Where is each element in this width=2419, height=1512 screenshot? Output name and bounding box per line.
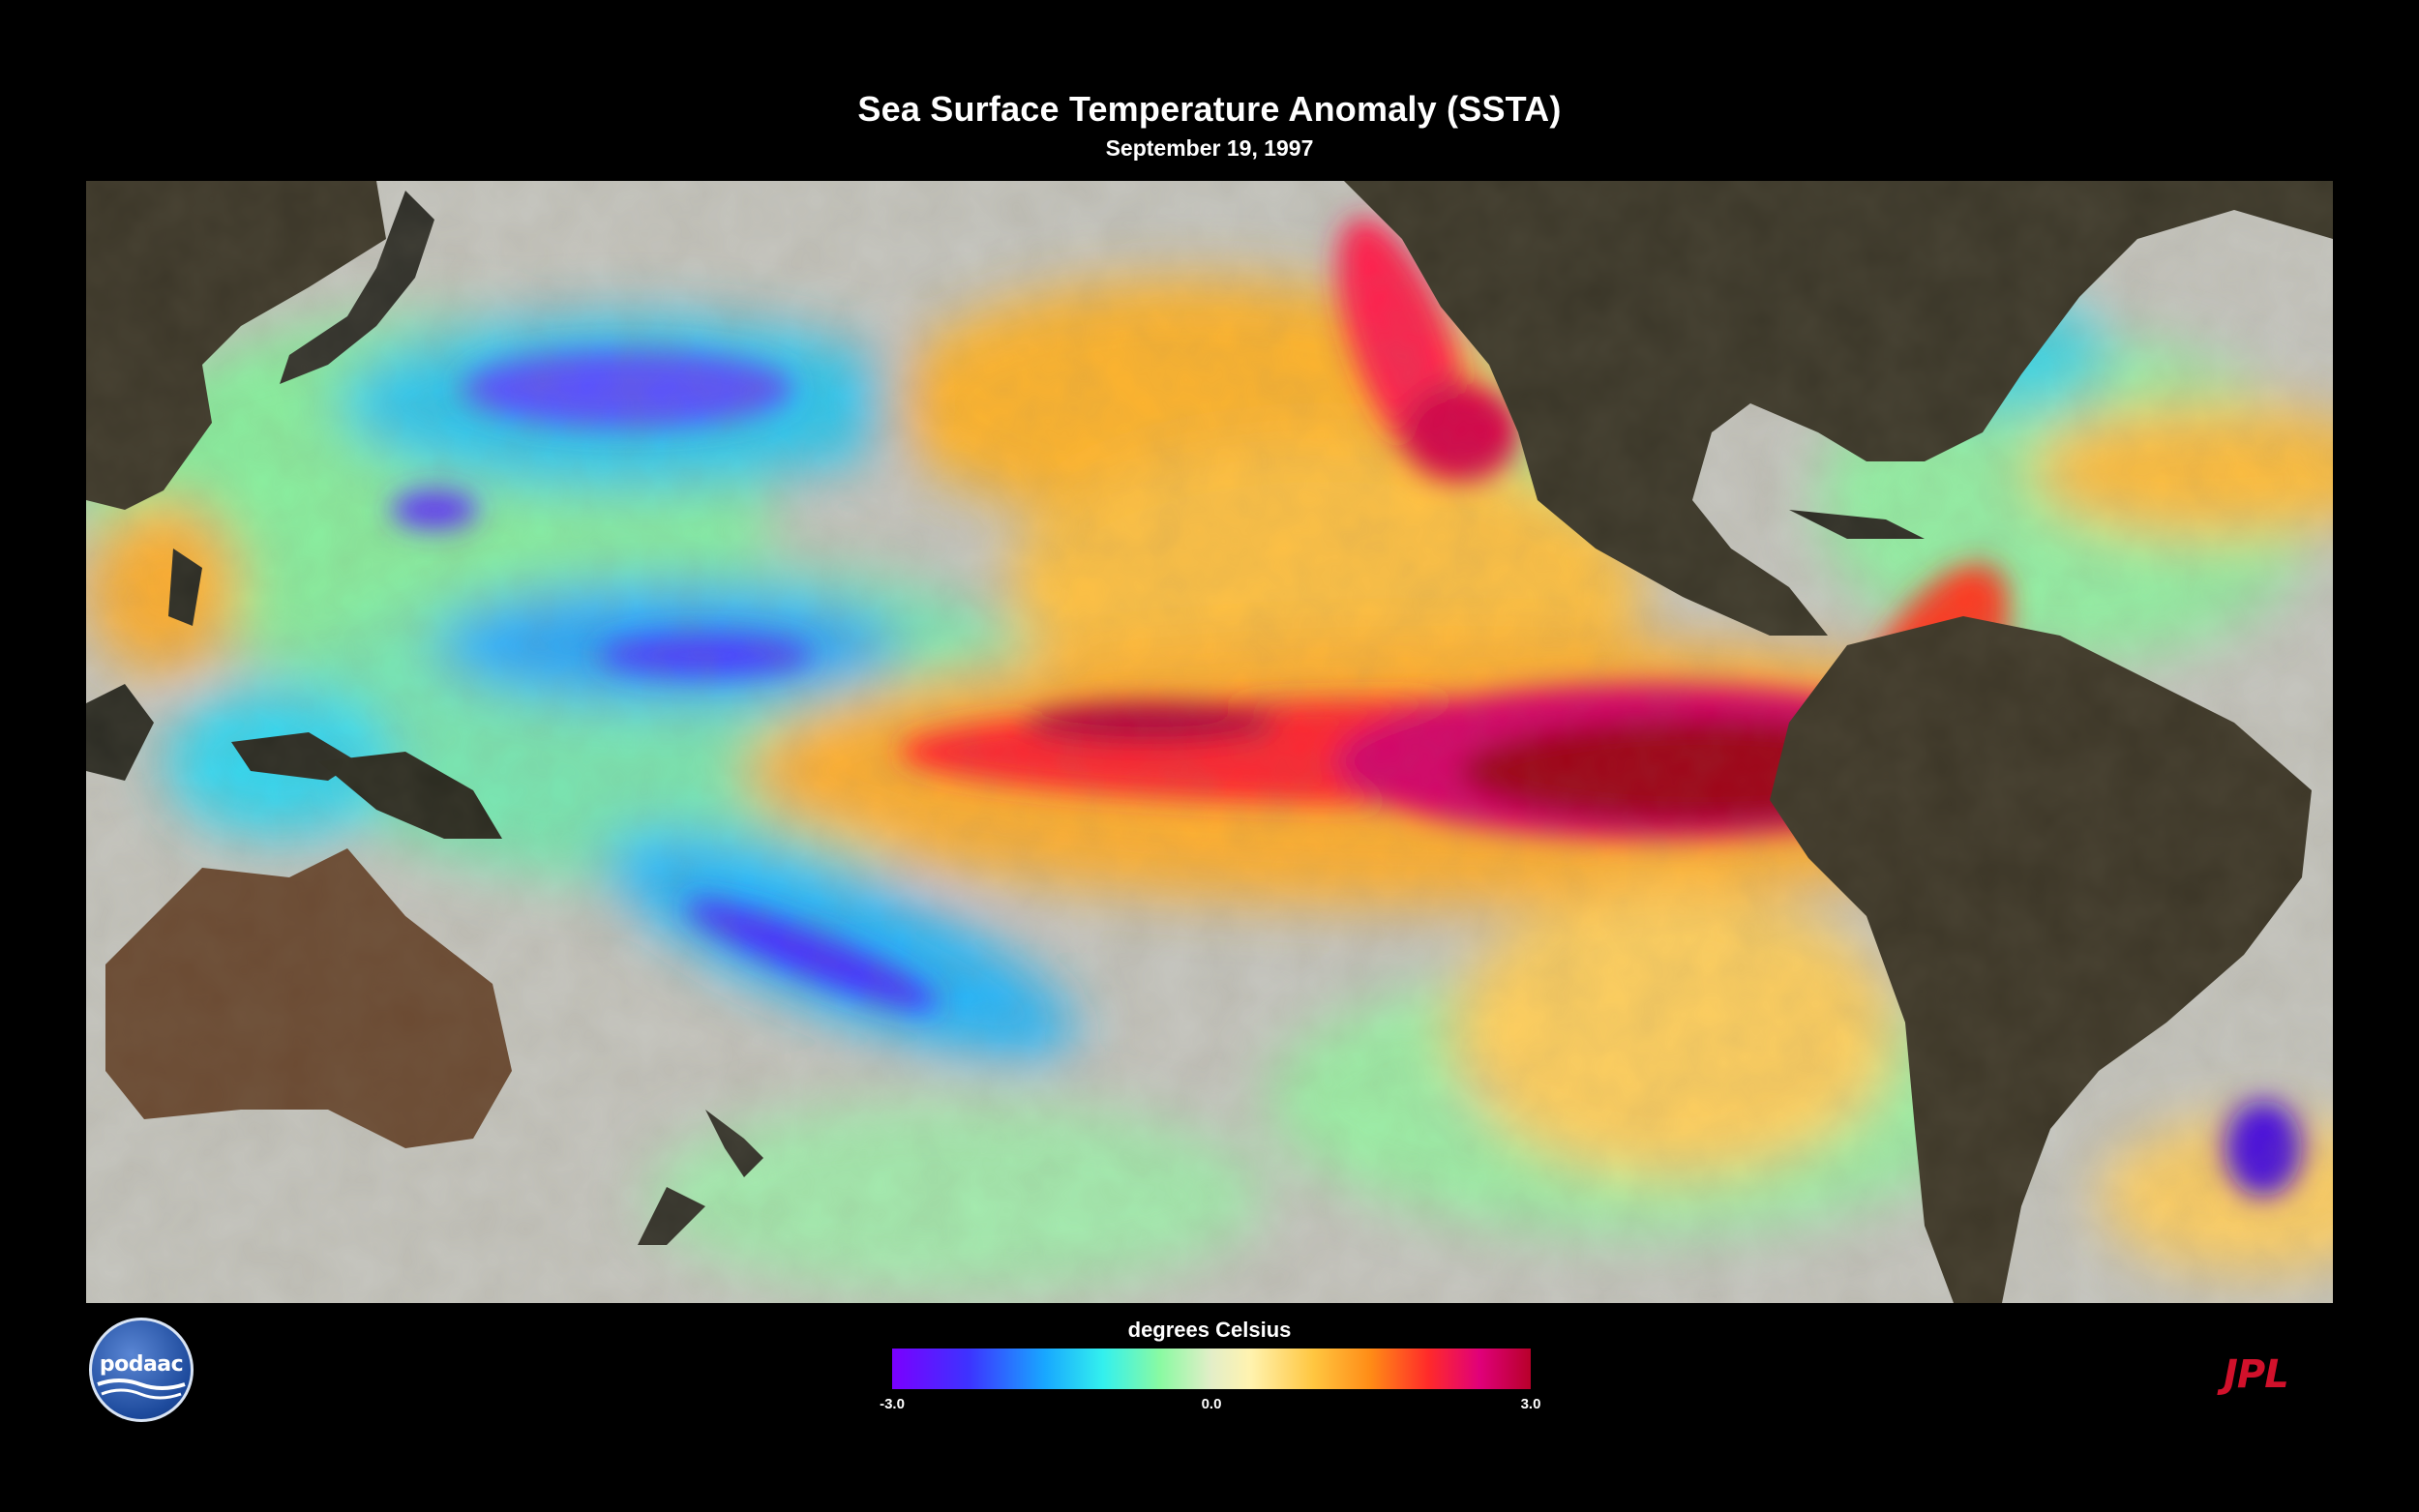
anomaly-field (86, 217, 2333, 1293)
land-masses (86, 181, 2333, 1303)
ssta-map (86, 181, 2333, 1303)
podaac-logo-text: podaac (99, 1352, 184, 1377)
colorbar-tick-min: -3.0 (880, 1396, 905, 1412)
wave-icon (97, 1379, 186, 1400)
colorbar-tick-max: 3.0 (1520, 1396, 1541, 1412)
colorbar-label: degrees Celsius (1127, 1318, 1292, 1342)
map-title: Sea Surface Temperature Anomaly (SSTA) (857, 89, 1562, 129)
podaac-logo: podaac (89, 1318, 194, 1422)
colorbar-tick-mid: 0.0 (1201, 1396, 1222, 1412)
map-date: September 19, 1997 (1105, 135, 1314, 161)
jpl-logo: JPL (2224, 1352, 2289, 1397)
colorbar (892, 1349, 1531, 1389)
